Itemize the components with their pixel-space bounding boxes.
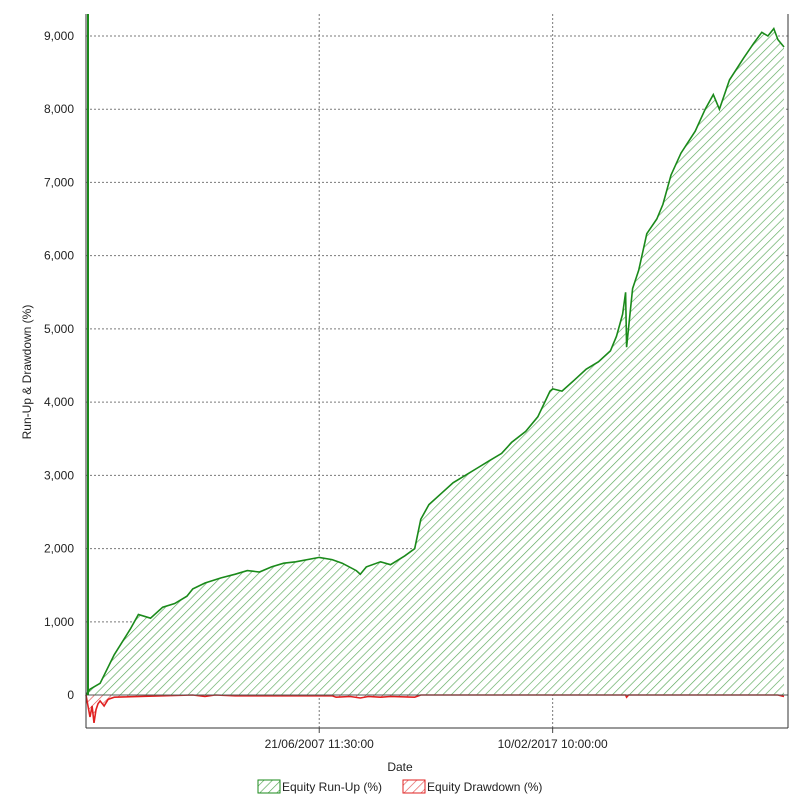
- series-area-1: [86, 695, 784, 723]
- legend-label-run-up: Equity Run-Up (%): [282, 780, 382, 794]
- y-tick-label: 9,000: [44, 29, 74, 43]
- y-tick-label: 6,000: [44, 249, 74, 263]
- series-line-1: [85, 694, 785, 724]
- y-axis-title: Run-Up & Drawdown (%): [20, 305, 34, 440]
- x-tick-label: 10/02/2017 10:00:00: [498, 737, 608, 751]
- y-tick-label: 1,000: [44, 615, 74, 629]
- y-tick-label: 5,000: [44, 322, 74, 336]
- series-areas: [85, 26, 785, 724]
- y-tick-label: 4,000: [44, 395, 74, 409]
- y-tick-label: 2,000: [44, 542, 74, 556]
- legend-swatch-drawdown: [402, 779, 426, 794]
- legend: Equity Run-Up (%) Equity Drawdown (%): [257, 779, 542, 794]
- axes: [85, 14, 789, 733]
- y-tick-label: 3,000: [44, 468, 74, 482]
- tick-labels: 0 1,000 2,000 3,000 4,000 5,000 6,000 7,000 8,00…: [44, 29, 608, 751]
- series-area-0: [86, 28, 784, 696]
- legend-swatch-run-up: [257, 779, 281, 794]
- series-line-0: [85, 26, 785, 696]
- y-tick-label: 7,000: [44, 175, 74, 189]
- y-tick-label: 8,000: [44, 102, 74, 116]
- x-axis-title: Date: [387, 760, 413, 774]
- x-tick-label: 21/06/2007 11:30:00: [265, 737, 375, 751]
- legend-label-drawdown: Equity Drawdown (%): [427, 780, 542, 794]
- y-tick-label: 0: [67, 688, 74, 702]
